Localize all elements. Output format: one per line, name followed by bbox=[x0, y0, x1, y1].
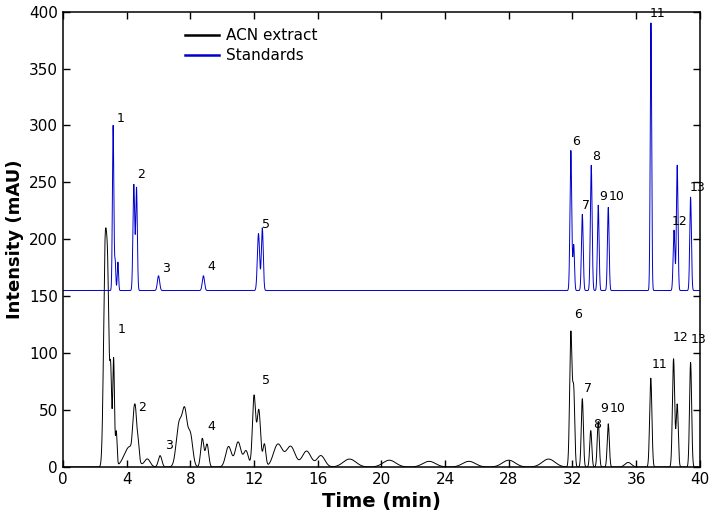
Text: 11: 11 bbox=[651, 358, 667, 371]
ACN extract bbox=[92, 464, 101, 470]
Text: 10: 10 bbox=[609, 190, 625, 203]
Text: 7: 7 bbox=[584, 382, 593, 396]
Text: 13: 13 bbox=[689, 181, 705, 194]
Text: 12: 12 bbox=[672, 215, 688, 228]
Standards bbox=[385, 287, 393, 294]
Text: 8: 8 bbox=[592, 150, 601, 163]
Text: 11: 11 bbox=[650, 7, 666, 20]
Standards bbox=[394, 287, 403, 294]
Line: ACN extract: ACN extract bbox=[63, 228, 700, 467]
Standards bbox=[92, 287, 101, 294]
Text: 5: 5 bbox=[262, 218, 270, 231]
ACN extract bbox=[446, 464, 455, 470]
Text: 10: 10 bbox=[610, 402, 626, 415]
X-axis label: Time (min): Time (min) bbox=[322, 493, 441, 511]
Text: 4: 4 bbox=[208, 261, 216, 273]
Text: 1: 1 bbox=[118, 323, 126, 336]
Standards bbox=[646, 20, 655, 26]
ACN extract bbox=[385, 457, 393, 463]
ACN extract bbox=[696, 464, 704, 470]
Text: 13: 13 bbox=[690, 333, 706, 346]
Text: 9: 9 bbox=[601, 402, 608, 415]
Text: 1: 1 bbox=[117, 113, 124, 126]
Standards bbox=[59, 287, 67, 294]
Text: 6: 6 bbox=[572, 135, 580, 148]
Text: 3: 3 bbox=[162, 262, 169, 275]
ACN extract bbox=[102, 225, 110, 231]
Text: 7: 7 bbox=[582, 199, 590, 212]
Text: 9: 9 bbox=[599, 190, 607, 203]
Standards bbox=[153, 278, 162, 284]
Legend: ACN extract, Standards: ACN extract, Standards bbox=[185, 28, 318, 63]
Text: 3: 3 bbox=[165, 439, 173, 452]
ACN extract bbox=[394, 461, 403, 467]
Text: 5: 5 bbox=[262, 374, 270, 387]
ACN extract bbox=[153, 460, 162, 466]
Standards bbox=[696, 287, 704, 294]
Text: 12: 12 bbox=[673, 331, 689, 344]
Text: 4: 4 bbox=[208, 420, 216, 433]
Standards bbox=[223, 287, 232, 294]
Text: 8: 8 bbox=[593, 418, 601, 431]
Text: 2: 2 bbox=[139, 401, 147, 414]
Y-axis label: Intensity (mAU): Intensity (mAU) bbox=[6, 160, 24, 319]
ACN extract bbox=[59, 464, 67, 470]
Text: 2: 2 bbox=[137, 168, 145, 181]
Text: 6: 6 bbox=[574, 308, 582, 321]
ACN extract bbox=[224, 444, 232, 450]
Line: Standards: Standards bbox=[63, 23, 700, 291]
Standards bbox=[446, 287, 455, 294]
